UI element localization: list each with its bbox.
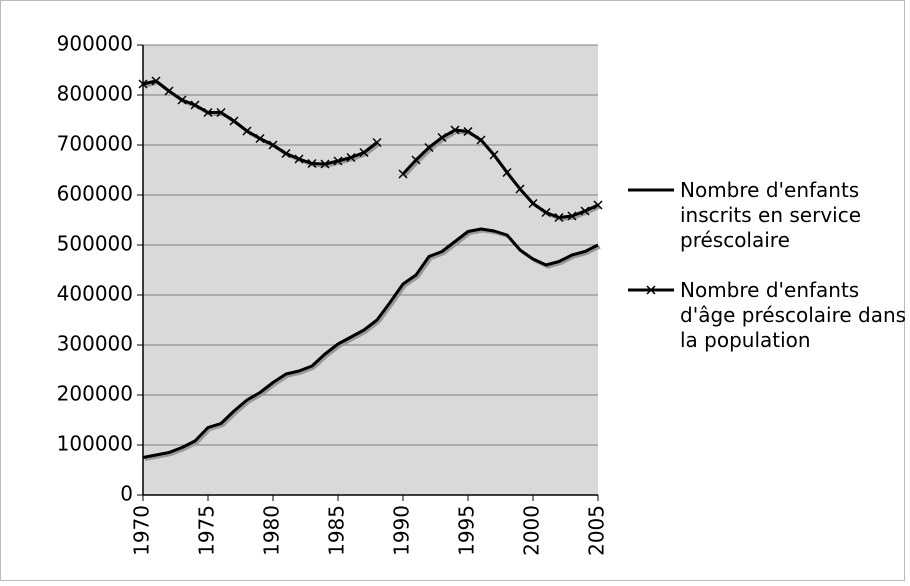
data-line [142, 227, 599, 459]
x-tick-label: 1995 [455, 505, 479, 556]
y-tick-label: 0 [120, 482, 133, 506]
marker [242, 126, 252, 136]
marker [593, 200, 603, 210]
y-tick-label: 300000 [57, 332, 133, 356]
y-tick-label: 800000 [57, 82, 133, 106]
x-tick-label: 2000 [520, 505, 544, 556]
marker [424, 142, 434, 153]
marker [294, 154, 304, 164]
marker [580, 206, 590, 216]
marker [554, 212, 564, 223]
y-tick-label: 600000 [57, 182, 133, 206]
marker [307, 158, 317, 169]
marker [177, 95, 187, 105]
x-tick-label: 1990 [390, 505, 414, 556]
marker [489, 150, 499, 160]
y-tick-label: 700000 [57, 132, 133, 156]
marker [398, 169, 408, 179]
legend-label: Nombre d'enfants inscrits en service pré… [680, 178, 862, 252]
marker [567, 211, 577, 221]
marker [164, 86, 174, 96]
marker [437, 132, 447, 143]
y-tick-label: 500000 [57, 232, 133, 256]
marker [320, 159, 330, 169]
legend-marker [646, 285, 656, 295]
x-tick-label: 1985 [325, 505, 349, 556]
legend-label: Nombre d'enfants d'âge préscolaire dans … [680, 278, 907, 352]
marker [346, 152, 356, 163]
marker [216, 107, 226, 118]
y-tick-label: 200000 [57, 382, 133, 406]
x-tick-label: 1975 [195, 505, 219, 556]
y-tick-label: 100000 [57, 432, 133, 456]
marker [190, 100, 200, 110]
marker [463, 126, 473, 137]
marker [476, 135, 486, 145]
marker [229, 116, 239, 126]
y-tick-label: 900000 [57, 32, 133, 56]
x-tick-label: 2005 [585, 505, 609, 556]
marker [203, 107, 213, 118]
marker [372, 137, 382, 148]
marker [528, 198, 538, 209]
marker [411, 155, 421, 165]
marker [541, 207, 551, 218]
marker [333, 156, 343, 166]
marker [138, 79, 148, 89]
marker [502, 167, 512, 178]
marker [268, 140, 278, 150]
plot-area [143, 45, 598, 495]
x-tick-label: 1980 [260, 505, 284, 556]
marker [515, 184, 525, 194]
y-tick-label: 400000 [57, 282, 133, 306]
marker [450, 125, 460, 135]
marker [281, 148, 291, 159]
x-tick-label: 1970 [130, 505, 154, 556]
marker [359, 147, 369, 158]
marker [255, 133, 265, 144]
marker [151, 76, 161, 86]
